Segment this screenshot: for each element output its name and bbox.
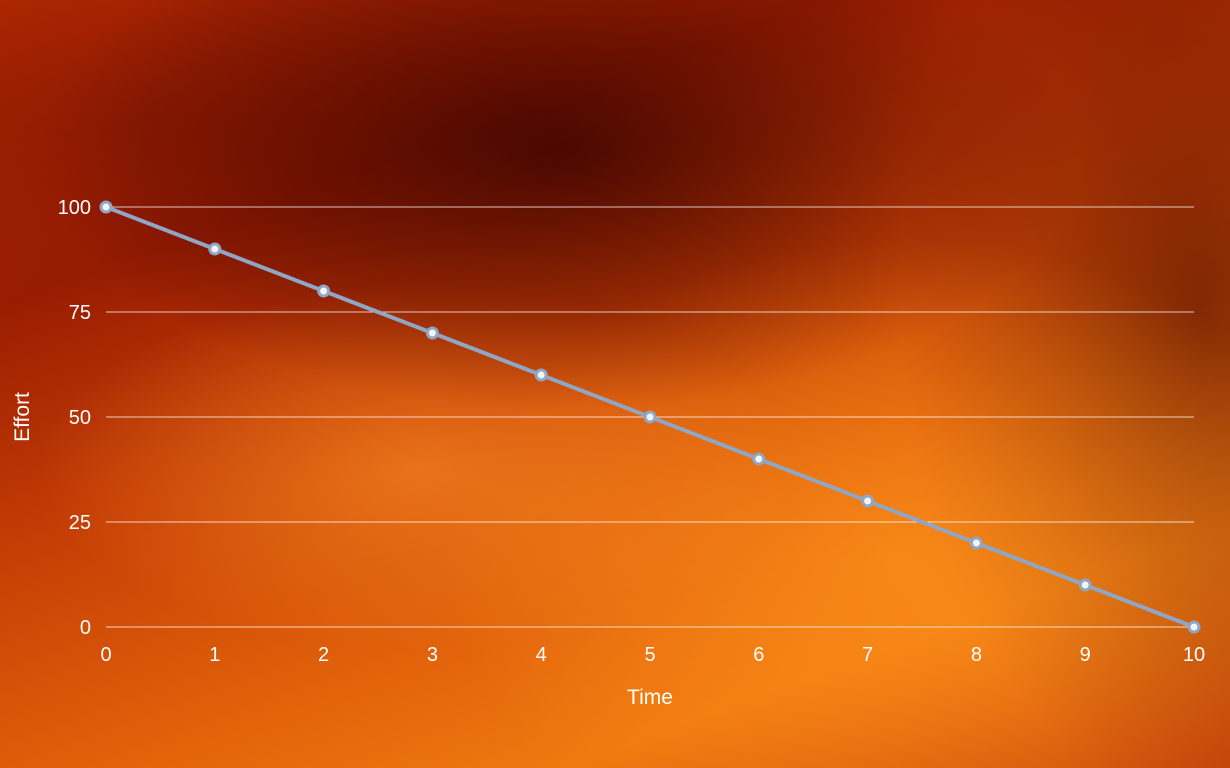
x-tick-label: 8 — [971, 644, 982, 666]
data-point — [99, 200, 113, 214]
y-tick-label: 25 — [69, 512, 91, 534]
series — [99, 200, 1201, 634]
x-axis-ticks: 0 1 2 3 4 5 6 7 8 9 10 — [100, 644, 1205, 666]
data-point — [643, 410, 657, 424]
data-point — [317, 284, 331, 298]
data-point — [1187, 620, 1201, 634]
data-point — [861, 494, 875, 508]
data-point — [534, 368, 548, 382]
x-tick-label: 4 — [536, 644, 547, 666]
y-tick-label: 0 — [80, 617, 91, 639]
x-tick-label: 9 — [1080, 644, 1091, 666]
x-tick-label: 10 — [1183, 644, 1205, 666]
y-tick-label: 100 — [58, 197, 91, 219]
data-point — [1078, 578, 1092, 592]
x-axis-title: Time — [627, 686, 673, 709]
y-tick-label: 50 — [69, 407, 91, 429]
x-tick-label: 2 — [318, 644, 329, 666]
data-point — [208, 242, 222, 256]
data-point — [752, 452, 766, 466]
x-tick-label: 3 — [427, 644, 438, 666]
data-point — [969, 536, 983, 550]
y-axis-ticks: 0 25 50 75 100 — [58, 197, 91, 639]
x-tick-label: 1 — [209, 644, 220, 666]
y-axis-title: Effort — [11, 392, 34, 442]
x-tick-label: 7 — [862, 644, 873, 666]
data-point — [425, 326, 439, 340]
y-tick-label: 75 — [69, 302, 91, 324]
x-tick-label: 6 — [753, 644, 764, 666]
x-tick-label: 5 — [644, 644, 655, 666]
x-tick-label: 0 — [100, 644, 111, 666]
